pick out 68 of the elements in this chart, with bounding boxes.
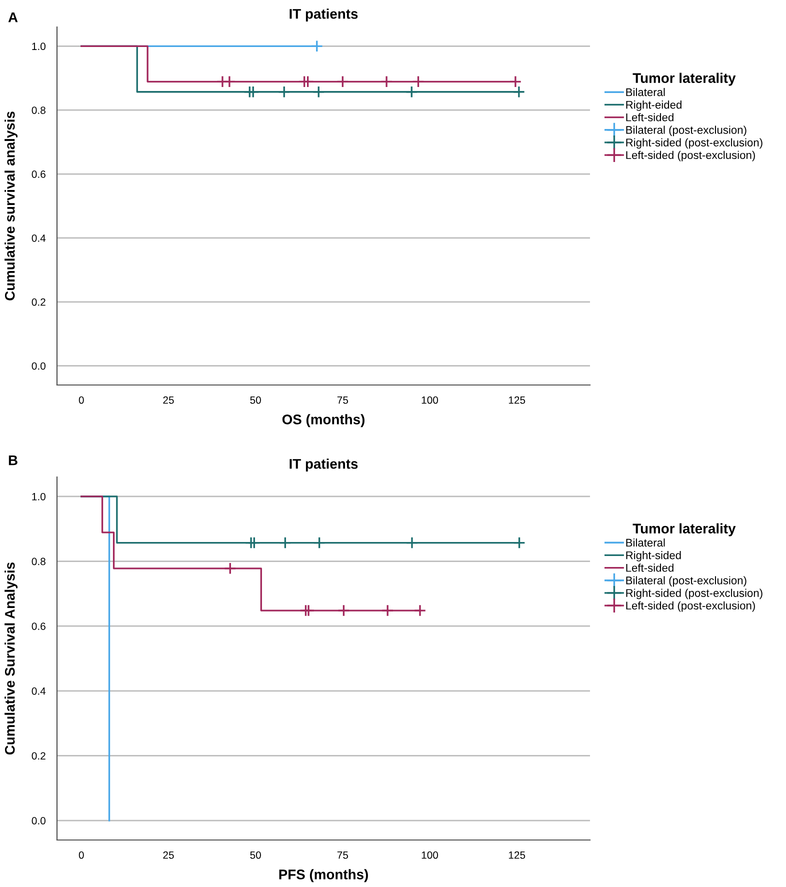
legend-title: Tumor laterality — [632, 523, 736, 536]
y-tick-label: 0.2 — [32, 298, 46, 306]
point — [406, 536, 418, 550]
y-tick-label: 0.6 — [32, 170, 46, 178]
x-tick-label: 25 — [163, 396, 174, 404]
point — [313, 536, 326, 550]
point — [310, 40, 324, 52]
legend-label: Right-eided — [626, 100, 682, 111]
x-tick-label: 125 — [508, 851, 526, 859]
point — [248, 536, 260, 550]
x-axis-title: OS (months) — [282, 414, 364, 428]
chart-title: IT patients — [290, 458, 358, 472]
point — [302, 75, 314, 88]
point — [224, 562, 236, 575]
point — [302, 604, 315, 617]
x-tick-label: 75 — [337, 851, 348, 859]
text: A — [8, 12, 18, 22]
point — [246, 86, 260, 98]
point — [278, 536, 292, 550]
x-tick-label: 0 — [78, 851, 84, 859]
point — [414, 604, 426, 617]
y-tick-label: 0.0 — [32, 362, 46, 370]
x-tick-label: 50 — [250, 396, 261, 404]
legend-label: Left-sided (post-exclusion) — [626, 601, 755, 612]
legend-label: Right-sided — [626, 551, 681, 562]
y-tick-label: 0.2 — [32, 752, 46, 760]
legend-label: Bilateral (post-exclusion) — [626, 576, 746, 587]
point — [337, 604, 350, 617]
x-tick-label: 75 — [337, 396, 348, 404]
legend-label: Bilateral — [626, 538, 665, 547]
legend-label: Left-sided — [626, 113, 674, 122]
x-tick-label: 25 — [163, 851, 174, 859]
y-tick-label: 1.0 — [32, 492, 46, 500]
y-tick-label: 0.4 — [32, 234, 46, 242]
x-axis-title: PFS (months) — [279, 869, 368, 882]
y-tick-label: 0.6 — [32, 622, 46, 630]
chart-title: IT patients — [290, 8, 358, 22]
x-tick-label: 100 — [422, 396, 438, 404]
point — [509, 75, 522, 88]
point — [223, 75, 236, 88]
y-axis-title: Cumulative survival analysis — [4, 112, 18, 300]
point — [405, 86, 418, 98]
legend-label: Right-sided (post-exclusion) — [626, 138, 762, 149]
x-tick-label: 100 — [422, 851, 438, 859]
text: B — [8, 456, 18, 466]
point — [336, 75, 349, 88]
y-tick-label: 1.0 — [32, 42, 46, 50]
point — [380, 75, 393, 88]
x-tick-label: 0 — [78, 396, 84, 404]
legend-title: Tumor laterality — [632, 72, 736, 86]
legend-label: Right-sided (post-exclusion) — [626, 588, 762, 600]
point — [381, 604, 394, 617]
point — [512, 86, 526, 98]
y-tick-label: 0.0 — [32, 817, 46, 824]
legend-label: Left-sided (post-exclusion) — [626, 150, 755, 162]
x-tick-label: 50 — [250, 851, 261, 859]
y-tick-label: 0.8 — [32, 106, 46, 114]
y-axis-title: Cumulative Survival Analysis — [4, 562, 18, 755]
legend-label: Left-sided — [626, 564, 674, 572]
legend-label: Bilateral — [626, 88, 665, 96]
point — [513, 536, 526, 550]
y-tick-label: 0.4 — [32, 687, 46, 695]
point — [312, 86, 325, 98]
point — [278, 86, 290, 98]
y-tick-label: 0.8 — [32, 558, 46, 566]
x-tick-label: 125 — [508, 396, 526, 404]
legend-label: Bilateral (post-exclusion) — [626, 126, 746, 136]
point — [412, 75, 424, 88]
